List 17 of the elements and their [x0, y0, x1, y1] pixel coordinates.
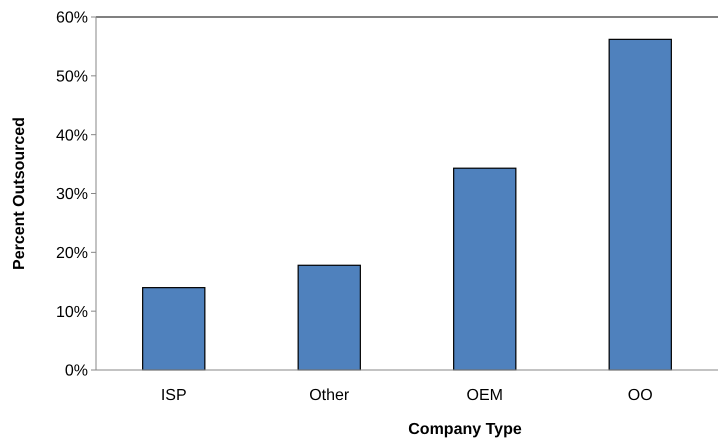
y-tick-label: 20%: [56, 244, 88, 262]
y-tick-label: 0%: [64, 362, 88, 380]
bar: [142, 287, 206, 371]
y-tick-label: 50%: [56, 68, 88, 86]
x-axis-title: Company Type: [408, 421, 522, 438]
y-tick-label: 40%: [56, 127, 88, 144]
x-tick-label: Other: [309, 387, 350, 404]
y-tick-label: 60%: [56, 10, 88, 27]
y-tick-label: 30%: [56, 186, 88, 204]
x-tick-label: OO: [628, 387, 653, 404]
x-tick-label: OEM: [466, 387, 503, 404]
x-tick-label: ISP: [160, 387, 187, 404]
y-axis-title: Percent Outsourced: [11, 117, 28, 270]
bar: [608, 38, 672, 371]
bar: [453, 168, 516, 371]
y-tick-label: 10%: [56, 304, 88, 321]
bar: [298, 264, 361, 371]
